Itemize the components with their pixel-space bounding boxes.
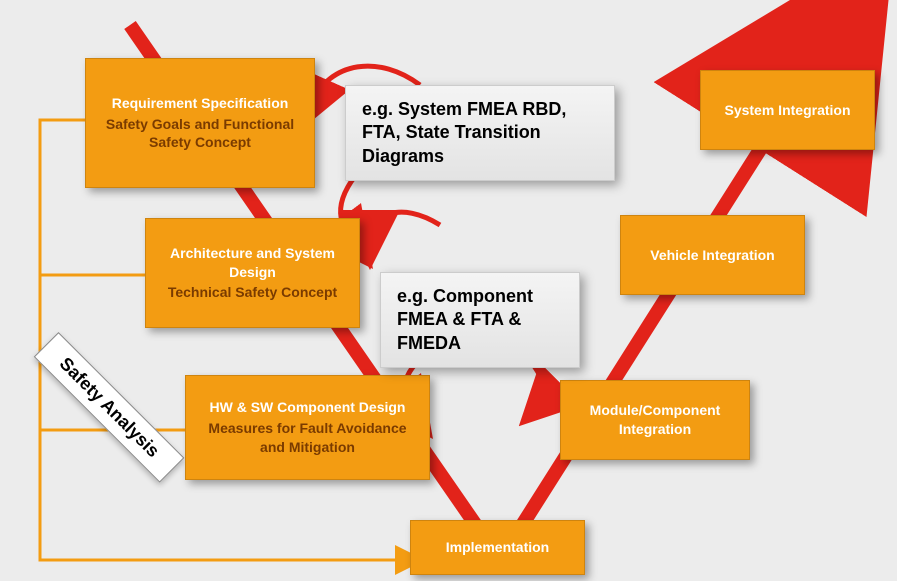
callout-text: e.g. Component FMEA & FTA & FMEDA bbox=[397, 286, 533, 353]
callout-component-fmea: e.g. Component FMEA & FTA & FMEDA bbox=[380, 272, 580, 368]
box-vehicle-integration: Vehicle Integration bbox=[620, 215, 805, 295]
box-subtitle: Measures for Fault Avoidance and Mitigat… bbox=[198, 419, 417, 457]
box-subtitle: Safety Goals and Functional Safety Conce… bbox=[98, 115, 302, 153]
box-requirement-spec: Requirement Specification Safety Goals a… bbox=[85, 58, 315, 188]
callout-system-fmea: e.g. System FMEA RBD, FTA, State Transit… bbox=[345, 85, 615, 181]
box-title: HW & SW Component Design bbox=[210, 398, 406, 417]
callout-text: e.g. System FMEA RBD, FTA, State Transit… bbox=[362, 99, 566, 166]
box-title: Module/Component Integration bbox=[573, 401, 737, 439]
box-system-integration: System Integration bbox=[700, 70, 875, 150]
box-title: Architecture and System Design bbox=[158, 244, 347, 282]
box-title: Requirement Specification bbox=[112, 94, 289, 113]
box-title: Implementation bbox=[446, 538, 549, 557]
box-title: System Integration bbox=[724, 101, 850, 120]
box-module-component-integration: Module/Component Integration bbox=[560, 380, 750, 460]
box-hwsw-component-design: HW & SW Component Design Measures for Fa… bbox=[185, 375, 430, 480]
box-subtitle: Technical Safety Concept bbox=[168, 283, 337, 302]
box-title: Vehicle Integration bbox=[650, 246, 774, 265]
box-architecture-design: Architecture and System Design Technical… bbox=[145, 218, 360, 328]
box-implementation: Implementation bbox=[410, 520, 585, 575]
